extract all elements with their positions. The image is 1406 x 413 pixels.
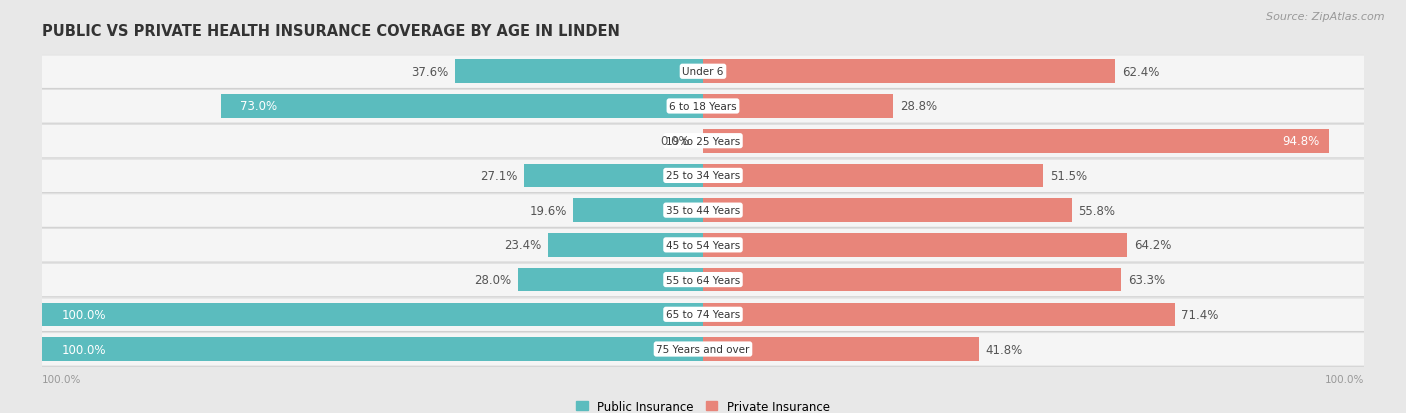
Bar <box>517 268 703 292</box>
Text: 62.4%: 62.4% <box>1122 66 1160 78</box>
Bar <box>703 95 893 119</box>
Text: 51.5%: 51.5% <box>1050 169 1087 183</box>
Bar <box>221 95 703 119</box>
Text: 35 to 44 Years: 35 to 44 Years <box>666 206 740 216</box>
Bar <box>703 268 1122 292</box>
Bar <box>703 337 979 361</box>
Bar <box>548 233 703 257</box>
Text: 25 to 34 Years: 25 to 34 Years <box>666 171 740 181</box>
Text: 55 to 64 Years: 55 to 64 Years <box>666 275 740 285</box>
Text: Under 6: Under 6 <box>682 67 724 77</box>
Text: 63.3%: 63.3% <box>1128 273 1166 286</box>
Text: 0.0%: 0.0% <box>661 135 690 148</box>
Text: 28.0%: 28.0% <box>474 273 512 286</box>
FancyBboxPatch shape <box>35 56 1371 89</box>
Text: 100.0%: 100.0% <box>62 343 107 356</box>
FancyBboxPatch shape <box>35 229 1371 262</box>
Legend: Public Insurance, Private Insurance: Public Insurance, Private Insurance <box>571 395 835 413</box>
Text: 55.8%: 55.8% <box>1078 204 1115 217</box>
FancyBboxPatch shape <box>35 160 1371 192</box>
Bar <box>703 164 1043 188</box>
Bar <box>42 337 703 361</box>
Text: 73.0%: 73.0% <box>240 100 277 113</box>
Bar <box>703 130 1330 153</box>
FancyBboxPatch shape <box>35 333 1371 367</box>
FancyBboxPatch shape <box>35 264 1371 297</box>
FancyBboxPatch shape <box>35 229 1371 263</box>
FancyBboxPatch shape <box>35 333 1371 366</box>
Text: 19.6%: 19.6% <box>530 204 567 217</box>
Bar <box>524 164 703 188</box>
Text: PUBLIC VS PRIVATE HEALTH INSURANCE COVERAGE BY AGE IN LINDEN: PUBLIC VS PRIVATE HEALTH INSURANCE COVER… <box>42 24 620 39</box>
Bar <box>703 303 1175 326</box>
Bar <box>454 60 703 84</box>
Bar <box>703 60 1115 84</box>
FancyBboxPatch shape <box>35 90 1371 124</box>
Text: 41.8%: 41.8% <box>986 343 1024 356</box>
Bar <box>703 199 1071 223</box>
Text: 71.4%: 71.4% <box>1181 308 1219 321</box>
FancyBboxPatch shape <box>35 195 1371 227</box>
FancyBboxPatch shape <box>35 299 1371 331</box>
Text: 100.0%: 100.0% <box>62 308 107 321</box>
Text: 100.0%: 100.0% <box>42 374 82 384</box>
Text: 28.8%: 28.8% <box>900 100 936 113</box>
Text: 6 to 18 Years: 6 to 18 Years <box>669 102 737 112</box>
FancyBboxPatch shape <box>35 126 1371 158</box>
Text: 65 to 74 Years: 65 to 74 Years <box>666 310 740 320</box>
Text: 45 to 54 Years: 45 to 54 Years <box>666 240 740 250</box>
Text: 100.0%: 100.0% <box>1324 374 1364 384</box>
Bar <box>703 233 1128 257</box>
FancyBboxPatch shape <box>35 263 1371 298</box>
Text: 27.1%: 27.1% <box>479 169 517 183</box>
Bar <box>42 303 703 326</box>
Text: 23.4%: 23.4% <box>505 239 541 252</box>
FancyBboxPatch shape <box>35 298 1371 332</box>
FancyBboxPatch shape <box>35 160 1371 194</box>
FancyBboxPatch shape <box>35 195 1371 228</box>
Text: 94.8%: 94.8% <box>1282 135 1320 148</box>
FancyBboxPatch shape <box>35 91 1371 123</box>
FancyBboxPatch shape <box>35 56 1371 90</box>
Text: 64.2%: 64.2% <box>1133 239 1171 252</box>
FancyBboxPatch shape <box>35 125 1371 159</box>
Text: Source: ZipAtlas.com: Source: ZipAtlas.com <box>1267 12 1385 22</box>
Text: 37.6%: 37.6% <box>411 66 449 78</box>
Text: 19 to 25 Years: 19 to 25 Years <box>666 136 740 146</box>
Bar <box>574 199 703 223</box>
Text: 75 Years and over: 75 Years and over <box>657 344 749 354</box>
